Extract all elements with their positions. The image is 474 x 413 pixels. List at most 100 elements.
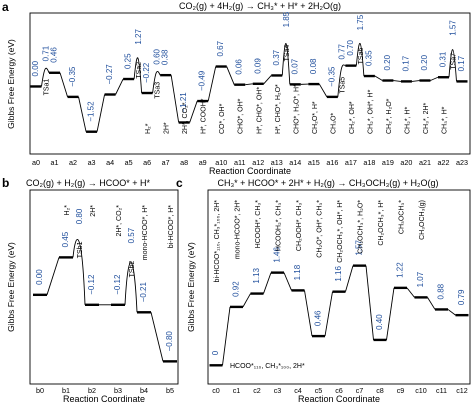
value-label-c10: 1.07: [416, 271, 425, 287]
panel-c-title: CH₃* + HCOO* + 2H* + H₂(g) → CH₃OCH₃(g) …: [217, 178, 438, 188]
species-label-6: CH₂O*, OH*, CH₃*: [317, 200, 324, 258]
species-label-11: CH₃O*: [330, 113, 337, 134]
ts-value-TSb2: 0.57: [127, 227, 136, 243]
ts-value-TSa7: 1.57: [449, 20, 458, 36]
tick-label-a16: a16: [326, 158, 338, 167]
value-label-c1: 0.92: [232, 281, 241, 297]
value-label-a17: 0.70: [346, 40, 355, 56]
species-label-8: CH₂OCH₃*, H₂O*: [358, 200, 365, 254]
species-label-3: 2H*, CO₂*: [116, 205, 123, 237]
value-label-a3: −1.52: [87, 101, 96, 122]
value-label-a16: −0.35: [327, 66, 336, 87]
connector-a4: [116, 79, 124, 94]
species-label-4: HCOOH₂*, CH₃*: [276, 200, 283, 251]
value-label-c12: 0.79: [457, 289, 466, 305]
value-label-a4: −0.27: [105, 64, 114, 85]
tick-label-a21: a21: [419, 158, 431, 167]
tick-label-a18: a18: [363, 158, 375, 167]
tick-label-a3: a3: [88, 158, 96, 167]
tick-label-c9: c9: [397, 386, 405, 395]
connector-a8: [190, 101, 198, 122]
species-label-4: H*, COOH*: [201, 98, 208, 134]
tick-label-a1: a1: [51, 158, 59, 167]
panel-b-xlabel: Reaction Coordinate: [63, 394, 145, 404]
tick-label-c4: c4: [294, 386, 302, 395]
species-label-13: CH₂*, OH*, H*: [367, 89, 374, 134]
species-label-5: CO*, OH*: [219, 103, 226, 134]
connector-a1: [60, 73, 68, 97]
value-label-c0: 0: [211, 350, 220, 355]
tick-label-c10: c10: [415, 386, 427, 395]
value-label-a7: 0.38: [161, 49, 170, 65]
ts-value-TSa4: 1.85: [282, 11, 291, 27]
tick-label-a10: a10: [215, 158, 227, 167]
species-label-12: CH₂*, OH*: [349, 101, 356, 134]
connector-c1: [243, 294, 251, 307]
value-label-a21: 0.20: [420, 54, 429, 70]
connector-a20: [412, 81, 420, 82]
connector-c9: [407, 288, 415, 298]
panel-b-ylabel: Gibbs Free Energy (eV): [6, 242, 16, 332]
connector-c0: [223, 307, 231, 365]
connector-a3: [97, 95, 105, 132]
species-label-4: mono-HCOO*, H*: [142, 205, 149, 261]
species-label-17: CH₃*, H*: [441, 106, 448, 134]
connector-c7: [366, 266, 374, 340]
ts-name-TSa1: TSa1: [43, 78, 50, 95]
value-label-a0: 0.00: [31, 60, 40, 76]
connector-a7: [171, 75, 179, 122]
value-label-a18: 0.35: [364, 50, 373, 66]
ts-value-TSa6: 1.75: [356, 14, 365, 30]
value-label-a2: −0.35: [68, 66, 77, 87]
connector-b0: [47, 257, 59, 294]
connector-c5: [325, 292, 333, 336]
tick-label-a5: a5: [125, 158, 133, 167]
value-label-c5: 0.46: [314, 310, 323, 326]
connector-b4: [151, 312, 163, 361]
value-label-a6: −0.22: [142, 62, 151, 83]
connector-c10: [428, 297, 436, 309]
value-label-c6: 1.16: [334, 266, 343, 282]
tick-label-a4: a4: [106, 158, 114, 167]
value-label-c9: 1.22: [396, 262, 405, 278]
connector-a11: [245, 84, 253, 85]
connector-c6: [346, 266, 354, 292]
tick-label-b2: b2: [88, 386, 96, 395]
ts-name-TSa5: TSa5: [340, 77, 347, 94]
panel-b-title: CO₂(g) + H₂(g) → HCOO* + H*: [26, 178, 151, 188]
tick-label-a7: a7: [162, 158, 170, 167]
tick-label-c5: c5: [315, 386, 323, 395]
panel-c-letter: c: [176, 176, 183, 190]
connector-c3: [284, 273, 292, 291]
value-label-a13: 0.37: [272, 49, 281, 65]
species-label-3: HCOOH*, CH₃*: [255, 200, 262, 249]
connector-a12: [264, 75, 272, 83]
ts-value-TSb1: 0.80: [75, 208, 84, 224]
connector-a9: [208, 67, 216, 102]
tick-label-c2: c2: [253, 386, 261, 395]
ts-name-TSb1: TSb1: [77, 241, 84, 258]
tick-label-c12: c12: [456, 386, 468, 395]
value-label-c4: 1.18: [293, 264, 302, 280]
connector-a21: [430, 77, 438, 80]
connector-c8: [387, 288, 395, 340]
tick-label-c1: c1: [233, 386, 241, 395]
tick-label-c7: c7: [356, 386, 364, 395]
tick-label-c0: c0: [212, 386, 220, 395]
connector-c4: [305, 290, 313, 336]
tick-label-c11: c11: [436, 386, 447, 395]
species-label-5: bi-HCOO*, H*: [168, 205, 175, 248]
tick-label-a15: a15: [308, 158, 320, 167]
species-label-16: CH₃*, 2H*: [423, 102, 430, 134]
species-label-9: CHO*, H₂O*, H*: [293, 84, 300, 134]
panel-b-letter: b: [2, 176, 9, 190]
value-label-a11: 0.06: [235, 59, 244, 75]
value-label-a5: 0.25: [124, 53, 133, 69]
tick-label-a17: a17: [345, 158, 357, 167]
tick-label-a2: a2: [69, 158, 77, 167]
panel-c-xlabel: Reaction Coordinate: [298, 394, 380, 404]
value-label-c11: 0.88: [437, 283, 446, 299]
species-label-8: H*, CHO*, H₂O*: [275, 84, 282, 134]
